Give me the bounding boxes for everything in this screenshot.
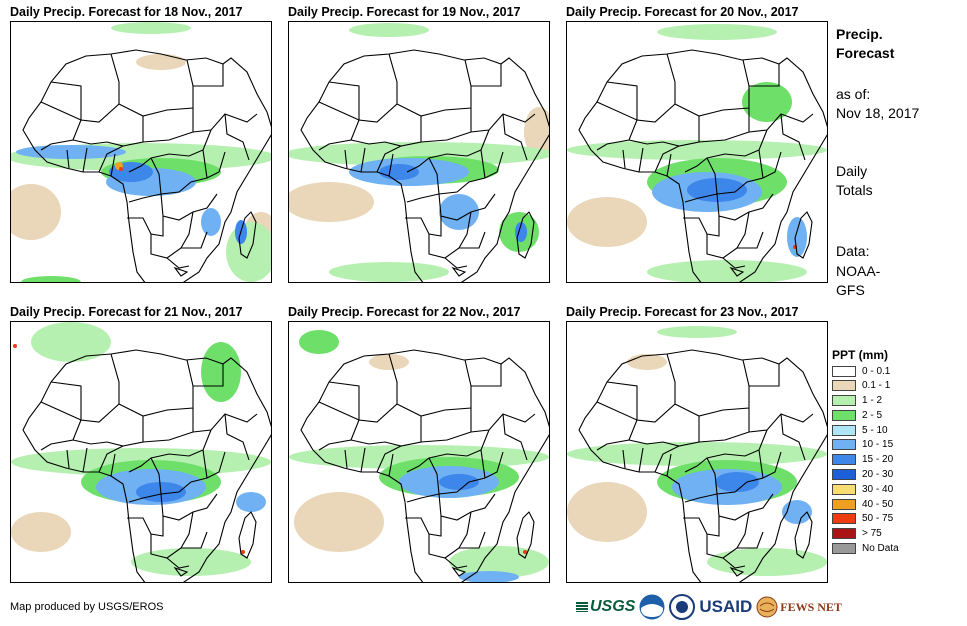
ppt-legend: PPT (mm) 0 - 0.1 0.1 - 1 1 - 2 2 - 5 5 - 10 1…	[832, 346, 957, 556]
panel-title: Daily Precip. Forecast for 18 Nov., 2017	[10, 5, 243, 19]
legend-item: 40 - 50	[832, 497, 957, 511]
legend-swatch	[832, 513, 856, 525]
asof-date: Nov 18, 2017	[836, 105, 920, 121]
legend-item: No Data	[832, 542, 957, 556]
legend-swatch	[832, 543, 856, 555]
legend-label: 5 - 10	[862, 424, 888, 436]
legend-swatch	[832, 528, 856, 540]
fewsnet-logo: FEWS NET	[756, 596, 842, 618]
legend-label: 10 - 15	[862, 439, 894, 451]
legend-item: 50 - 75	[832, 512, 957, 526]
panel-title: Daily Precip. Forecast for 21 Nov., 2017	[10, 305, 243, 319]
forecast-map	[566, 21, 828, 283]
legend-label: 40 - 50	[862, 498, 894, 510]
legend-swatch	[832, 365, 856, 377]
legend-swatch	[832, 380, 856, 392]
forecast-map	[566, 321, 828, 583]
forecast-map	[288, 321, 550, 583]
legend-label: 2 - 5	[862, 409, 883, 421]
fewsnet-logo-text: FEWS NET	[780, 599, 842, 614]
legend-swatch	[832, 395, 856, 407]
usaid-seal-icon	[669, 594, 696, 620]
legend-label: > 75	[862, 528, 882, 540]
legend-item: 30 - 40	[832, 482, 957, 496]
totals-line-1: Daily	[836, 163, 868, 179]
legend-item: 0 - 0.1	[832, 364, 957, 378]
legend-item: 2 - 5	[832, 408, 957, 422]
legend-title: PPT (mm)	[832, 348, 889, 362]
forecast-panel-20-nov: Daily Precip. Forecast for 20 Nov., 2017	[566, 5, 828, 283]
forecast-map	[288, 21, 550, 283]
forecast-panel-19-nov: Daily Precip. Forecast for 19 Nov., 2017	[288, 5, 550, 283]
sidebar-heading-1: Precip.	[836, 26, 883, 42]
legend-item: 20 - 30	[832, 468, 957, 482]
forecast-panel-21-nov: Daily Precip. Forecast for 21 Nov., 2017	[10, 305, 272, 583]
usgs-icon	[576, 602, 588, 612]
legend-label: 15 - 20	[862, 454, 894, 466]
forecast-panel-18-nov: Daily Precip. Forecast for 18 Nov., 2017	[10, 5, 272, 283]
data-source-1: NOAA-	[836, 263, 881, 279]
panel-title: Daily Precip. Forecast for 20 Nov., 2017	[566, 5, 799, 19]
legend-item: 0.1 - 1	[832, 379, 957, 393]
legend-swatch	[832, 439, 856, 451]
data-source-2: GFS	[836, 282, 865, 298]
map-credit: Map produced by USGS/EROS	[10, 601, 164, 613]
legend-item: 15 - 20	[832, 453, 957, 467]
usgs-logo: USGS	[576, 598, 635, 616]
legend-swatch	[832, 498, 856, 510]
legend-item: 1 - 2	[832, 394, 957, 408]
data-label: Data:	[836, 243, 870, 259]
legend-label: No Data	[862, 543, 899, 555]
sidebar-heading-2: Forecast	[836, 45, 895, 61]
panel-title: Daily Precip. Forecast for 23 Nov., 2017	[566, 305, 799, 319]
legend-label: 0 - 0.1	[862, 365, 891, 377]
forecast-map	[10, 21, 272, 283]
forecast-panel-22-nov: Daily Precip. Forecast for 22 Nov., 2017	[288, 305, 550, 583]
legend-label: 20 - 30	[862, 469, 894, 481]
legend-label: 1 - 2	[862, 395, 883, 407]
forecast-panel-23-nov: Daily Precip. Forecast for 23 Nov., 2017	[566, 305, 828, 583]
usaid-logo: USAID	[699, 597, 752, 617]
legend-label: 0.1 - 1	[862, 380, 891, 392]
panel-title: Daily Precip. Forecast for 22 Nov., 2017	[288, 305, 521, 319]
fewsnet-globe-icon	[756, 596, 778, 618]
legend-item: 5 - 10	[832, 423, 957, 437]
legend-swatch	[832, 469, 856, 481]
usaid-logo-text: USAID	[699, 597, 753, 616]
legend-swatch	[832, 424, 856, 436]
asof-label: as of:	[836, 86, 871, 102]
legend-swatch	[832, 454, 856, 466]
forecast-map	[10, 321, 272, 583]
legend-item: > 75	[832, 527, 957, 541]
legend-swatch	[832, 483, 856, 495]
legend-label: 50 - 75	[862, 513, 894, 525]
noaa-logo-icon	[639, 594, 665, 620]
logo-bar: USGS USAID FEWS NET	[576, 593, 846, 621]
legend-swatch	[832, 409, 856, 421]
totals-line-2: Totals	[836, 182, 873, 198]
usgs-logo-text: USGS	[590, 598, 636, 615]
legend-label: 30 - 40	[862, 483, 894, 495]
panel-title: Daily Precip. Forecast for 19 Nov., 2017	[288, 5, 521, 19]
legend-item: 10 - 15	[832, 438, 957, 452]
